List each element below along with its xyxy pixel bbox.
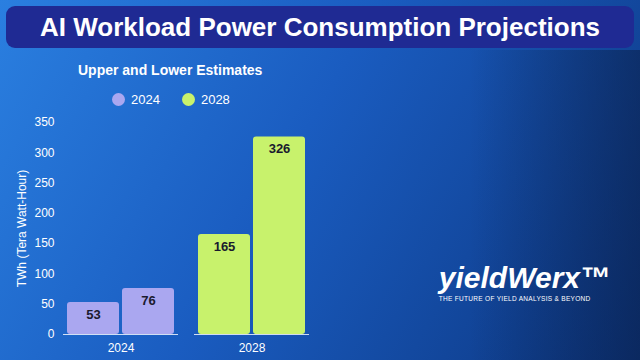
svg-text:200: 200 (34, 206, 54, 220)
svg-text:53: 53 (86, 307, 100, 322)
html-text:AI Workload Power Consumption: AI Workload Power Consumption Projection… (40, 12, 600, 42)
html-text:2028: 2028 (200, 92, 230, 107)
svg-text:300: 300 (34, 146, 54, 160)
html-text:2024: 2024 (131, 92, 160, 107)
svg-text:2028: 2028 (239, 341, 266, 355)
svg-text:150: 150 (34, 236, 54, 250)
svg-text:TWh (Tera Watt-Hour): TWh (Tera Watt-Hour) (15, 170, 29, 288)
html-text:THE FUTURE OF YIELD ANALYSIS &: THE FUTURE OF YIELD ANALYSIS & BEYOND (438, 295, 591, 302)
svg-text:2024: 2024 (108, 341, 135, 355)
svg-text:100: 100 (34, 267, 54, 281)
svg-text:0: 0 (48, 327, 55, 341)
svg-text:350: 350 (34, 115, 54, 129)
html-text:yieldWerx™: yieldWerx™ (438, 261, 610, 294)
svg-text:250: 250 (34, 176, 54, 190)
svg-text:165: 165 (214, 239, 236, 254)
html-text:Upper and Lower Estimates: Upper and Lower Estimates (78, 62, 263, 78)
svg-text:50: 50 (41, 297, 55, 311)
svg-text:76: 76 (141, 293, 155, 308)
svg-text:326: 326 (269, 141, 291, 156)
